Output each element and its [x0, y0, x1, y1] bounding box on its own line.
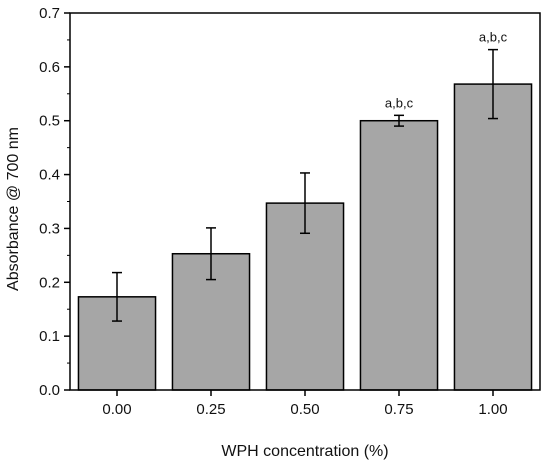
- y-ticks-group: 0.0 0.1 0.2 0.3 0.4 0.5 0.6 0.7: [39, 5, 70, 399]
- x-ticks-group: 0.00 0.25 0.50 0.75 1.00: [102, 390, 508, 418]
- error-bars-group: [112, 48, 498, 322]
- annotation-0.75: a,b,c: [385, 95, 414, 110]
- y-axis-title: Absorbance @ 700 nm: [5, 127, 22, 291]
- error-bar-0.75: [394, 114, 404, 127]
- x-tick-label-1.00: 1.00: [478, 401, 507, 418]
- error-bar-1.00: [488, 48, 498, 120]
- bar-1.00: [453, 83, 533, 391]
- x-axis-title: WPH concentration (%): [221, 443, 388, 460]
- y-tick-label-0.6: 0.6: [39, 59, 60, 76]
- error-bar-0.50: [300, 172, 310, 235]
- y-tick-label-0.5: 0.5: [39, 113, 60, 130]
- error-bar-0.25: [206, 227, 216, 281]
- x-tick-label-0.75: 0.75: [384, 401, 413, 418]
- y-tick-label-0.2: 0.2: [39, 274, 60, 291]
- x-tick-label-0.50: 0.50: [290, 401, 319, 418]
- y-tick-label-0.1: 0.1: [39, 328, 60, 345]
- bars-group: [77, 83, 533, 391]
- annotation-1.00: a,b,c: [479, 30, 508, 45]
- bar-0.75: [359, 119, 439, 391]
- y-tick-label-0.3: 0.3: [39, 220, 60, 237]
- annotations-group: a,b,c a,b,c: [385, 30, 508, 111]
- x-tick-label-0.25: 0.25: [196, 401, 225, 418]
- x-tick-label-0.00: 0.00: [102, 401, 131, 418]
- y-tick-label-0.0: 0.0: [39, 382, 60, 399]
- y-tick-label-0.4: 0.4: [39, 167, 60, 184]
- y-tick-label-0.7: 0.7: [39, 5, 60, 22]
- error-bar-0.00: [112, 271, 122, 322]
